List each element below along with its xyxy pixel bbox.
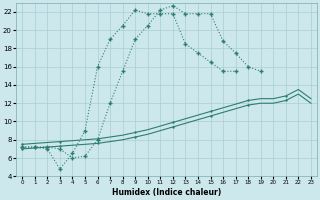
X-axis label: Humidex (Indice chaleur): Humidex (Indice chaleur) bbox=[112, 188, 221, 197]
